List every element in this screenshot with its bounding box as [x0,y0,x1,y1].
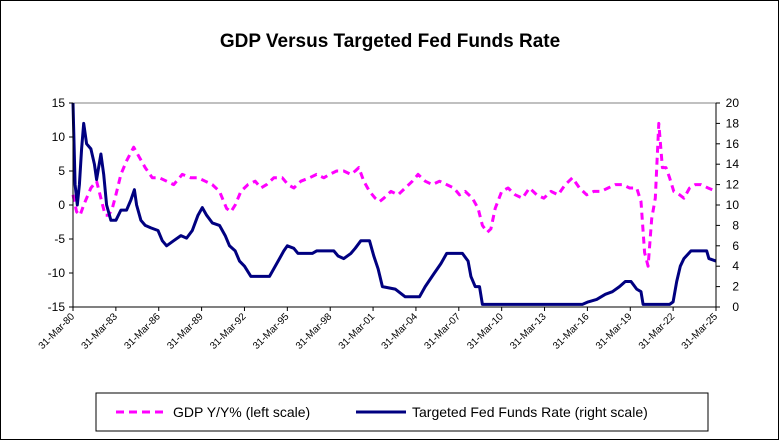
left-tick-label: 0 [58,198,65,212]
x-tick-label: 31-Mar-19 [594,311,635,352]
right-tick-label: 4 [732,259,739,273]
legend-box [95,392,709,432]
fedfunds-series-line [71,102,717,306]
right-tick-label: 16 [726,137,740,151]
x-tick-label: 31-Mar-80 [37,311,78,352]
right-tick-label: 0 [732,300,739,314]
plot-area [71,102,717,308]
right-tick-label: 6 [732,239,739,253]
x-tick-label: 31-Mar-98 [294,311,335,352]
x-tick-label: 31-Mar-83 [80,311,121,352]
x-tick-label: 31-Mar-07 [423,311,464,352]
left-tick-label: -10 [48,266,66,280]
chart-title: GDP Versus Targeted Fed Funds Rate [220,31,560,52]
left-tick-label: -15 [48,300,66,314]
left-tick-label: 5 [58,164,65,178]
right-tick-label: 8 [732,218,739,232]
x-tick-label: 31-Mar-04 [380,311,421,352]
x-tick-label: 31-Mar-01 [337,311,378,352]
right-tick-label: 10 [726,198,740,212]
left-tick-label: -5 [54,232,65,246]
right-tick-label: 14 [726,157,740,171]
x-tick-label: 31-Mar-22 [637,311,678,352]
right-tick-label: 2 [732,280,739,294]
x-tick-label: 31-Mar-92 [208,311,249,352]
plot-frame [72,102,717,308]
x-tick-label: 31-Mar-25 [680,311,721,352]
legend: GDP Y/Y% (left scale) Targeted Fed Funds… [95,392,709,432]
right-tick-label: 18 [726,116,740,130]
right-tick-label: 12 [726,178,740,192]
legend-fedfunds-label: Targeted Fed Funds Rate (right scale) [412,404,648,420]
x-tick-label: 31-Mar-86 [122,311,163,352]
gdp-series-line [71,121,717,268]
x-tick-label: 31-Mar-89 [165,311,206,352]
x-tick-label: 31-Mar-10 [465,311,506,352]
x-tick-label: 31-Mar-16 [551,311,592,352]
legend-gdp-label: GDP Y/Y% (left scale) [173,404,310,420]
x-tick-label: 31-Mar-13 [508,311,549,352]
left-tick-label: 15 [52,96,66,110]
right-tick-label: 20 [726,96,740,110]
left-tick-label: 10 [52,130,66,144]
x-tick-label: 31-Mar-95 [251,311,292,352]
